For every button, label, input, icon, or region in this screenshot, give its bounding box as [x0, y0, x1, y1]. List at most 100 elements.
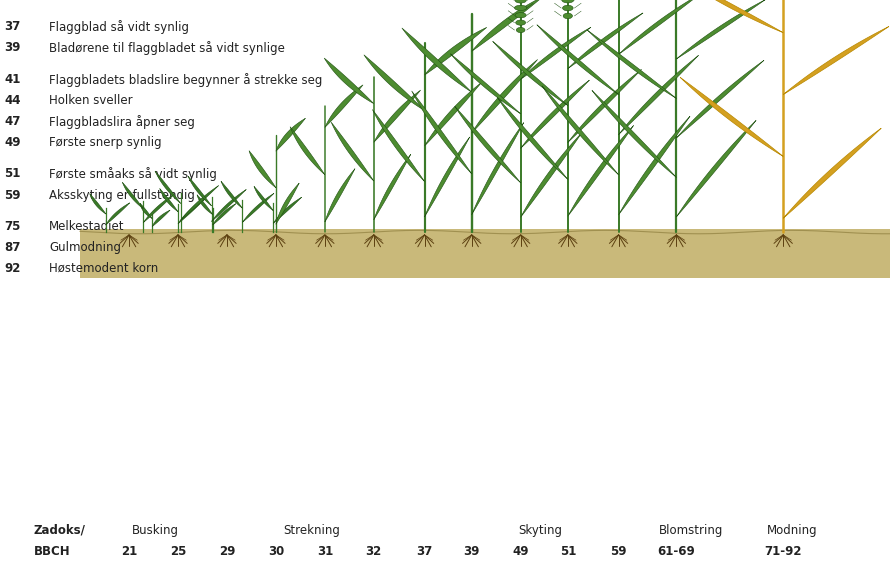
- Polygon shape: [140, 203, 152, 218]
- Polygon shape: [472, 123, 523, 215]
- Text: 30: 30: [268, 545, 284, 558]
- Ellipse shape: [515, 0, 526, 3]
- Polygon shape: [143, 194, 174, 223]
- Polygon shape: [493, 41, 568, 105]
- Polygon shape: [188, 176, 212, 206]
- Polygon shape: [521, 28, 591, 79]
- Polygon shape: [783, 26, 889, 95]
- Polygon shape: [155, 171, 181, 203]
- Polygon shape: [221, 181, 242, 208]
- Polygon shape: [402, 28, 472, 92]
- Polygon shape: [680, 77, 783, 156]
- Polygon shape: [152, 210, 170, 226]
- Polygon shape: [374, 90, 421, 142]
- Polygon shape: [676, 0, 765, 59]
- Text: Holken sveller: Holken sveller: [49, 94, 133, 107]
- Text: 31: 31: [317, 545, 333, 558]
- Polygon shape: [619, 116, 690, 215]
- Text: Melkestadiet: Melkestadiet: [49, 220, 125, 233]
- Text: Gulmodning: Gulmodning: [49, 241, 121, 254]
- Polygon shape: [324, 58, 374, 104]
- Polygon shape: [90, 194, 106, 214]
- Polygon shape: [178, 199, 205, 224]
- Text: 21: 21: [121, 545, 137, 558]
- Text: 37: 37: [417, 545, 433, 558]
- Text: 39: 39: [4, 41, 20, 54]
- Text: BBCH: BBCH: [34, 545, 70, 558]
- Text: 59: 59: [611, 545, 627, 558]
- Polygon shape: [450, 54, 521, 114]
- Text: 59: 59: [4, 189, 21, 202]
- Text: 29: 29: [219, 545, 235, 558]
- Text: Skyting: Skyting: [518, 524, 562, 536]
- Text: 41: 41: [4, 73, 20, 86]
- Polygon shape: [254, 186, 273, 211]
- Text: Første småaks så vidt synlig: Første småaks så vidt synlig: [49, 167, 217, 181]
- Text: 92: 92: [4, 262, 20, 275]
- Polygon shape: [276, 183, 299, 224]
- Polygon shape: [783, 128, 881, 218]
- Text: Høstemodent korn: Høstemodent korn: [49, 262, 158, 275]
- Ellipse shape: [563, 13, 572, 19]
- Polygon shape: [273, 197, 302, 223]
- Polygon shape: [159, 189, 178, 211]
- Text: 32: 32: [366, 545, 382, 558]
- Text: Zadoks/: Zadoks/: [34, 524, 85, 536]
- Text: Blomstring: Blomstring: [659, 524, 723, 536]
- Text: Modning: Modning: [767, 524, 818, 536]
- Text: 51: 51: [4, 167, 20, 180]
- Polygon shape: [425, 137, 470, 217]
- Text: 37: 37: [4, 20, 20, 33]
- Polygon shape: [542, 86, 619, 175]
- Ellipse shape: [516, 28, 525, 33]
- Ellipse shape: [514, 5, 527, 10]
- Polygon shape: [374, 154, 411, 219]
- Polygon shape: [325, 168, 355, 222]
- Polygon shape: [290, 127, 325, 175]
- Polygon shape: [331, 122, 374, 181]
- Polygon shape: [372, 109, 425, 182]
- Text: Bladørene til flaggbladet så vidt synlige: Bladørene til flaggbladet så vidt synlig…: [49, 41, 285, 55]
- Polygon shape: [676, 0, 783, 33]
- Polygon shape: [455, 106, 521, 183]
- Polygon shape: [568, 13, 643, 69]
- Text: 71-92: 71-92: [765, 545, 802, 558]
- Polygon shape: [425, 28, 487, 75]
- Polygon shape: [537, 25, 619, 95]
- Text: 25: 25: [170, 545, 186, 558]
- Polygon shape: [80, 229, 890, 278]
- Polygon shape: [325, 85, 363, 127]
- Text: Busking: Busking: [132, 524, 179, 536]
- Polygon shape: [123, 182, 143, 209]
- Text: 49: 49: [513, 545, 529, 558]
- Polygon shape: [213, 203, 236, 225]
- Polygon shape: [106, 203, 130, 225]
- Polygon shape: [568, 125, 634, 216]
- Text: 75: 75: [4, 220, 20, 233]
- Polygon shape: [521, 80, 589, 148]
- Text: 47: 47: [4, 115, 20, 128]
- Ellipse shape: [562, 0, 574, 3]
- Text: 49: 49: [4, 136, 21, 149]
- Text: Aksskyting er fullstendig: Aksskyting er fullstendig: [49, 189, 195, 202]
- Polygon shape: [412, 91, 472, 174]
- Ellipse shape: [562, 5, 573, 11]
- Text: Første snerp synlig: Første snerp synlig: [49, 136, 162, 149]
- Polygon shape: [587, 30, 676, 99]
- Text: 51: 51: [560, 545, 576, 558]
- Polygon shape: [619, 0, 700, 54]
- Polygon shape: [425, 82, 481, 146]
- Polygon shape: [568, 69, 642, 143]
- Text: Flaggbladslira åpner seg: Flaggbladslira åpner seg: [49, 115, 195, 128]
- Ellipse shape: [515, 13, 526, 18]
- Polygon shape: [472, 0, 544, 52]
- Polygon shape: [592, 91, 676, 178]
- Polygon shape: [242, 193, 274, 222]
- Polygon shape: [472, 60, 538, 133]
- Polygon shape: [619, 56, 699, 135]
- Ellipse shape: [515, 20, 526, 25]
- Text: 44: 44: [4, 94, 21, 107]
- Polygon shape: [212, 190, 247, 221]
- Polygon shape: [676, 120, 756, 217]
- Text: Flaggblad så vidt synlig: Flaggblad så vidt synlig: [49, 20, 189, 34]
